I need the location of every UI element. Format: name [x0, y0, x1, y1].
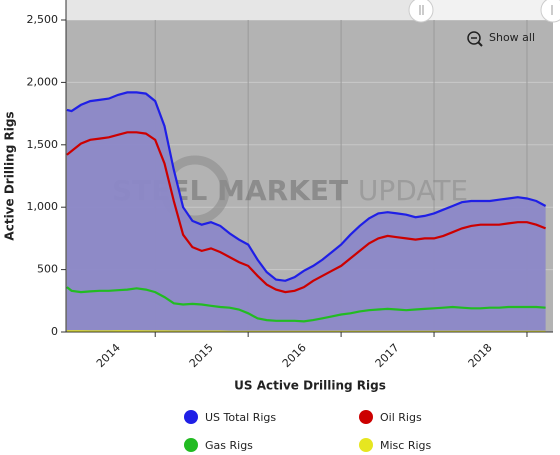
- show-all-button[interactable]: Show all: [467, 31, 535, 47]
- legend-marker: [184, 410, 198, 424]
- line: [66, 131, 547, 294]
- y-tick-label: 0: [51, 325, 58, 338]
- y-axis-title: Active Drilling Rigs: [3, 111, 17, 240]
- line: [66, 91, 547, 282]
- legend-marker: [359, 410, 373, 424]
- legend-label: Oil Rigs: [380, 411, 422, 424]
- button-label[interactable]: Show all: [489, 31, 535, 44]
- legend-label: Gas Rigs: [205, 439, 253, 452]
- x-tick-label: 2018: [466, 341, 495, 370]
- legend-label: Misc Rigs: [380, 439, 432, 452]
- range-selection[interactable]: [421, 0, 553, 20]
- x-tick-label: 2017: [373, 341, 402, 370]
- legend-marker: [359, 438, 373, 452]
- y-tick-label: 500: [37, 263, 58, 276]
- y-tick-label: 1,000: [27, 200, 59, 213]
- watermark-light: UPDATE: [358, 174, 468, 207]
- legend-marker: [184, 438, 198, 452]
- zoom-icon-handle: [477, 41, 483, 47]
- line: [66, 286, 546, 323]
- x-tick-label: 2016: [280, 341, 309, 370]
- x-axis-title: US Active Drilling Rigs: [234, 379, 386, 393]
- y-tick-label: 2,000: [27, 75, 59, 88]
- x-tick-label: 2015: [187, 341, 216, 370]
- range-handle[interactable]: [540, 0, 560, 23]
- zoom-icon: [467, 31, 481, 45]
- range-handle[interactable]: [408, 0, 434, 23]
- legend-label: US Total Rigs: [205, 411, 276, 424]
- x-tick-label: 2014: [94, 341, 123, 370]
- y-tick-label: 2,500: [27, 13, 59, 26]
- y-tick-label: 1,500: [27, 138, 59, 151]
- area: [66, 92, 546, 332]
